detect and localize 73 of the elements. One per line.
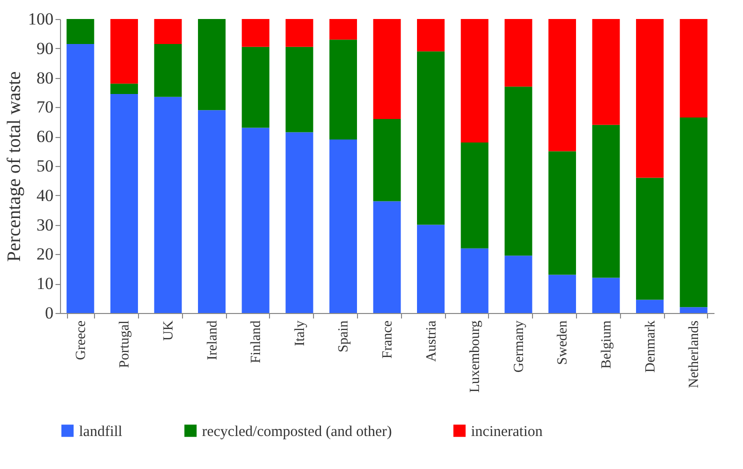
bar	[504, 86, 532, 256]
x-tick-label: Ireland	[205, 320, 220, 360]
x-tick-label: Belgium	[600, 320, 615, 369]
bar	[286, 132, 314, 313]
bar	[636, 19, 664, 178]
bar	[680, 307, 708, 313]
x-tick-label: Austria	[424, 320, 440, 362]
x-tick-label: Denmark	[643, 320, 658, 373]
bar	[548, 19, 576, 152]
y-tick-label: 20	[36, 244, 54, 264]
bar	[504, 19, 532, 87]
legend-label: landfill	[79, 424, 122, 440]
bar	[66, 19, 94, 44]
bar	[373, 201, 401, 313]
x-tick-label: France	[380, 320, 396, 359]
legend-label: incineration	[471, 424, 544, 440]
bar	[198, 110, 226, 313]
bar	[373, 19, 401, 119]
bar	[417, 51, 445, 225]
x-tick-label: Spain	[336, 320, 352, 352]
y-tick-label: 50	[36, 156, 54, 176]
bar	[110, 19, 138, 84]
bar	[417, 19, 445, 52]
y-tick-label: 0	[45, 304, 54, 322]
x-tick-label: Netherlands	[687, 320, 702, 388]
y-tick-label: 10	[36, 274, 54, 294]
bar	[198, 19, 226, 110]
bar	[636, 300, 664, 313]
y-axis-title: Percentage of total waste	[4, 71, 25, 262]
y-tick-label: 80	[36, 68, 54, 88]
bar	[242, 128, 270, 313]
bar	[110, 94, 138, 313]
bar	[592, 124, 620, 278]
bar	[460, 142, 488, 248]
bar	[154, 44, 182, 97]
bar	[242, 19, 270, 47]
x-tick-label: Germany	[512, 320, 527, 373]
bar	[329, 140, 357, 313]
bar	[110, 84, 138, 94]
y-tick-label: 70	[36, 98, 54, 117]
bar	[504, 256, 532, 313]
bar	[242, 46, 270, 128]
x-tick-label: Sweden	[556, 320, 571, 365]
bar	[636, 178, 664, 300]
y-tick-label: 30	[36, 215, 54, 234]
bar	[548, 274, 576, 313]
bar	[66, 44, 94, 313]
bar	[286, 46, 314, 132]
x-tick-label: Finland	[249, 320, 264, 364]
x-tick-label: Portugal	[118, 320, 133, 368]
bar	[460, 19, 488, 142]
bar	[329, 19, 357, 40]
bar	[592, 278, 620, 313]
y-tick-label: 100	[28, 10, 54, 28]
x-tick-label: UK	[161, 320, 176, 341]
x-tick-label: Luxembourg	[468, 320, 484, 393]
y-tick-label: 90	[36, 38, 54, 58]
bar	[154, 96, 182, 313]
bar	[286, 19, 314, 47]
bar	[680, 117, 708, 308]
x-tick-label: Italy	[292, 320, 308, 346]
bar	[460, 248, 488, 313]
bar	[592, 19, 620, 125]
bar	[680, 19, 708, 118]
y-tick-label: 40	[36, 186, 54, 205]
bar	[329, 40, 357, 140]
x-tick-label: Greece	[74, 320, 89, 360]
legend-label: recycled/composted (and other)	[202, 424, 392, 440]
bar	[548, 151, 576, 275]
bar	[373, 118, 401, 202]
bar	[154, 19, 182, 44]
bar	[417, 224, 445, 313]
y-tick-label: 60	[36, 127, 54, 146]
